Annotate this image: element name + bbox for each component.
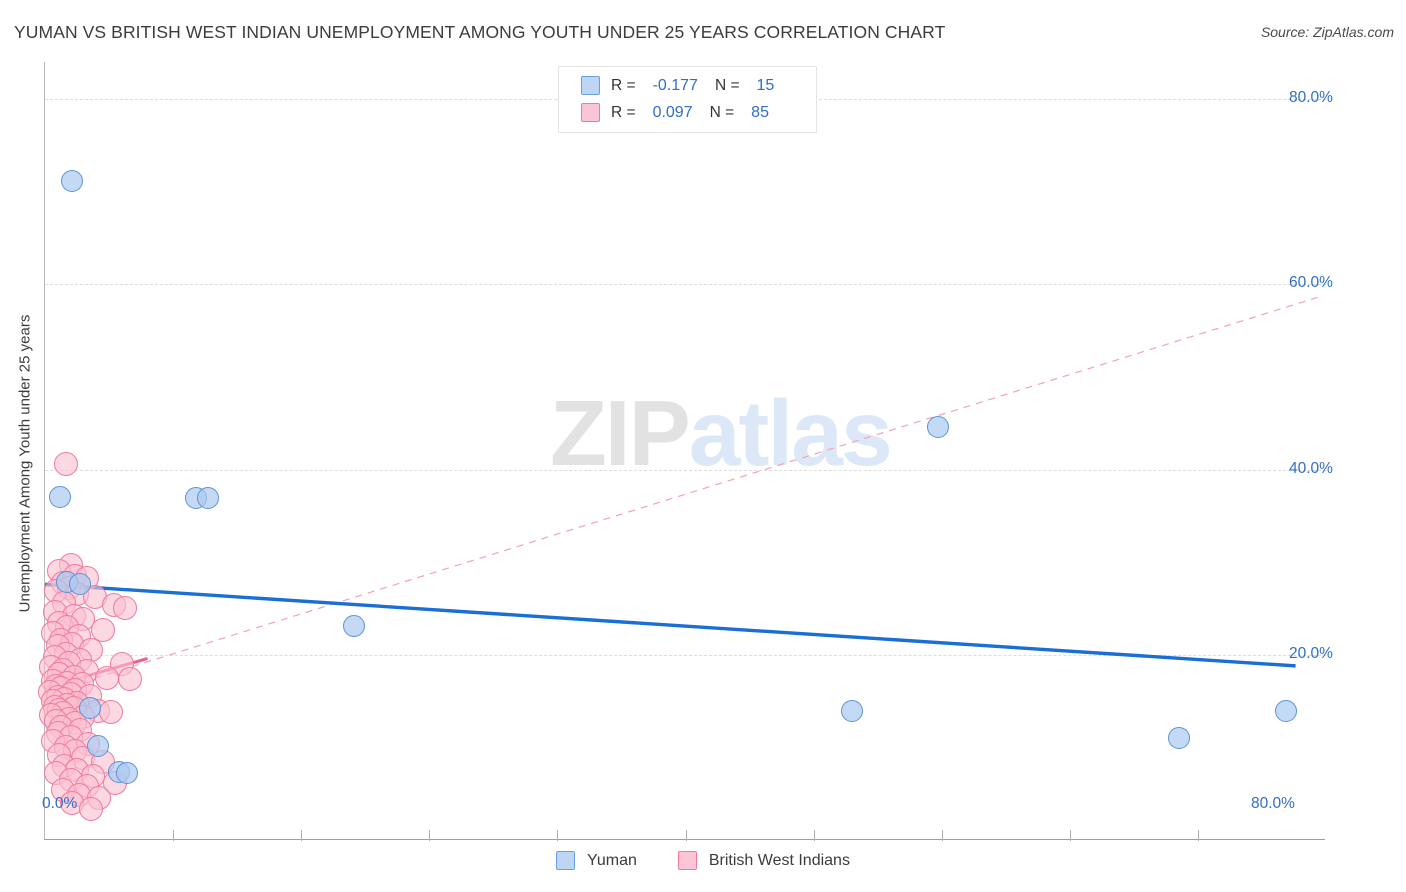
r-value-yuman: -0.177 <box>652 76 698 94</box>
data-point[interactable] <box>1274 700 1297 723</box>
data-point[interactable] <box>841 700 864 723</box>
y-tick-label: 40.0% <box>1289 459 1333 477</box>
series-label-bwi: British West Indians <box>708 851 850 869</box>
y-tick-label: 80.0% <box>1289 89 1333 107</box>
y-tick-label: 60.0% <box>1289 274 1333 292</box>
x-tick <box>1197 829 1199 841</box>
x-tick <box>301 829 303 841</box>
legend-swatch-yuman <box>581 76 600 95</box>
x-tick-label: 80.0% <box>1251 795 1295 812</box>
x-tick <box>1069 829 1071 841</box>
x-tick <box>557 829 559 841</box>
gridline <box>45 469 1326 471</box>
plot-area: ZIPatlas <box>37 62 1326 841</box>
r-label-bwi: R = <box>611 103 636 121</box>
n-value-yuman: 15 <box>756 76 775 94</box>
legend-row-bwi: R = 0.097 N = 85 <box>581 99 816 126</box>
x-tick <box>429 829 431 841</box>
gridline <box>45 284 1326 286</box>
data-point[interactable] <box>197 487 220 510</box>
series-swatch-bwi <box>677 851 697 870</box>
page-title: YUMAN VS BRITISH WEST INDIAN UNEMPLOYMEN… <box>14 22 946 42</box>
data-point[interactable] <box>61 170 84 193</box>
gridline <box>45 654 1326 656</box>
data-point[interactable] <box>86 735 109 758</box>
source-label: Source: ZipAtlas.com <box>1260 24 1394 40</box>
data-point[interactable] <box>78 697 101 720</box>
trendline-bwi-dashed <box>44 296 1319 695</box>
y-tick-label: 20.0% <box>1289 644 1333 662</box>
legend-swatch-bwi <box>581 103 600 122</box>
n-label-yuman: N = <box>714 76 740 94</box>
data-point[interactable] <box>1167 727 1190 750</box>
data-point[interactable] <box>69 573 92 596</box>
trendline-yuman <box>44 582 1296 668</box>
x-tick <box>685 829 687 841</box>
series-legend: Yuman British West Indians <box>0 851 1406 870</box>
data-point[interactable] <box>117 666 142 691</box>
data-point[interactable] <box>53 451 78 476</box>
series-legend-item-bwi[interactable]: British West Indians <box>677 851 850 870</box>
x-tick <box>813 829 815 841</box>
x-tick <box>173 829 175 841</box>
data-point[interactable] <box>98 700 123 725</box>
correlation-legend: R = -0.177 N = 15 R = 0.097 N = 85 <box>558 66 817 133</box>
data-point[interactable] <box>79 796 104 821</box>
y-axis-title: Unemployment Among Youth under 25 years <box>16 314 34 613</box>
data-point[interactable] <box>113 595 138 620</box>
data-point[interactable] <box>115 762 138 785</box>
trend-lines <box>44 296 1319 695</box>
n-value-bwi: 85 <box>751 103 769 121</box>
data-point[interactable] <box>90 617 115 642</box>
series-swatch-yuman <box>556 851 576 870</box>
data-point[interactable] <box>927 415 950 438</box>
data-point[interactable] <box>95 665 120 690</box>
r-value-bwi: 0.097 <box>652 103 693 121</box>
series-label-yuman: Yuman <box>587 851 637 869</box>
x-tick <box>941 829 943 841</box>
legend-row-yuman: R = -0.177 N = 15 <box>581 72 816 99</box>
x-tick-label: 0.0% <box>42 795 78 812</box>
data-point[interactable] <box>49 486 72 509</box>
series-legend-item-yuman[interactable]: Yuman <box>556 851 637 870</box>
r-label-yuman: R = <box>611 76 636 94</box>
n-label-bwi: N = <box>709 103 735 121</box>
data-point[interactable] <box>343 615 366 638</box>
